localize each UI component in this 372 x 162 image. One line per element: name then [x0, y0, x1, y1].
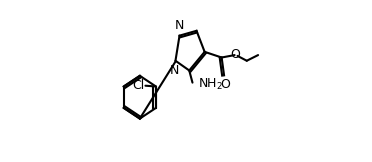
Text: O: O [220, 78, 230, 91]
Text: N: N [175, 19, 184, 32]
Text: O: O [231, 48, 240, 61]
Text: NH$_2$: NH$_2$ [198, 77, 223, 92]
Text: N: N [170, 64, 179, 77]
Text: Cl: Cl [132, 79, 145, 92]
